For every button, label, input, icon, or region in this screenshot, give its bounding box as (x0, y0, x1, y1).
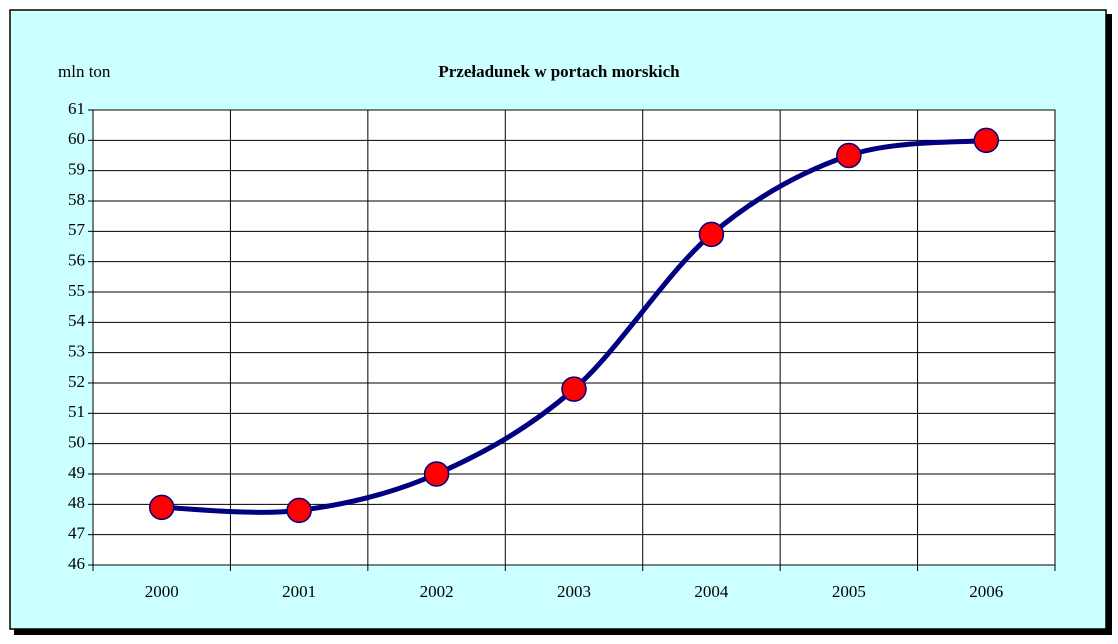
y-tick-label: 46 (68, 554, 85, 573)
plot-area (92, 109, 1056, 566)
marker (698, 221, 725, 248)
y-tick-label: 58 (68, 190, 85, 209)
marker (286, 497, 312, 524)
marker (423, 461, 450, 487)
chart-title: Przeładunek w portach morskich (438, 62, 680, 81)
x-tick-label: 2005 (832, 582, 866, 601)
marker (973, 127, 1000, 154)
x-tick-label: 2000 (145, 582, 179, 601)
x-tick-label: 2004 (694, 582, 729, 601)
y-tick-label: 48 (68, 493, 85, 512)
y-tick-label: 54 (68, 311, 86, 330)
y-tick-label: 50 (68, 433, 85, 452)
y-tick-label: 55 (68, 281, 85, 300)
y-tick-label: 52 (68, 372, 85, 391)
marker (561, 376, 587, 402)
y-tick-label: 60 (68, 129, 85, 148)
y-tick-label: 57 (68, 220, 86, 239)
y-tick-label: 61 (68, 99, 85, 118)
y-tick-label: 51 (68, 402, 85, 421)
x-tick-label: 2006 (969, 582, 1003, 601)
x-tick-label: 2003 (557, 582, 591, 601)
marker (836, 142, 862, 169)
marker (148, 494, 175, 521)
y-tick-label: 59 (68, 160, 85, 179)
x-tick-label: 2002 (420, 582, 454, 601)
y-tick-label: 49 (68, 463, 85, 482)
y-tick-label: 47 (68, 524, 86, 543)
y-axis-label: mln ton (58, 62, 111, 81)
x-tick-label: 2001 (282, 582, 316, 601)
y-tick-label: 53 (68, 342, 85, 361)
y-tick-label: 56 (68, 251, 85, 270)
